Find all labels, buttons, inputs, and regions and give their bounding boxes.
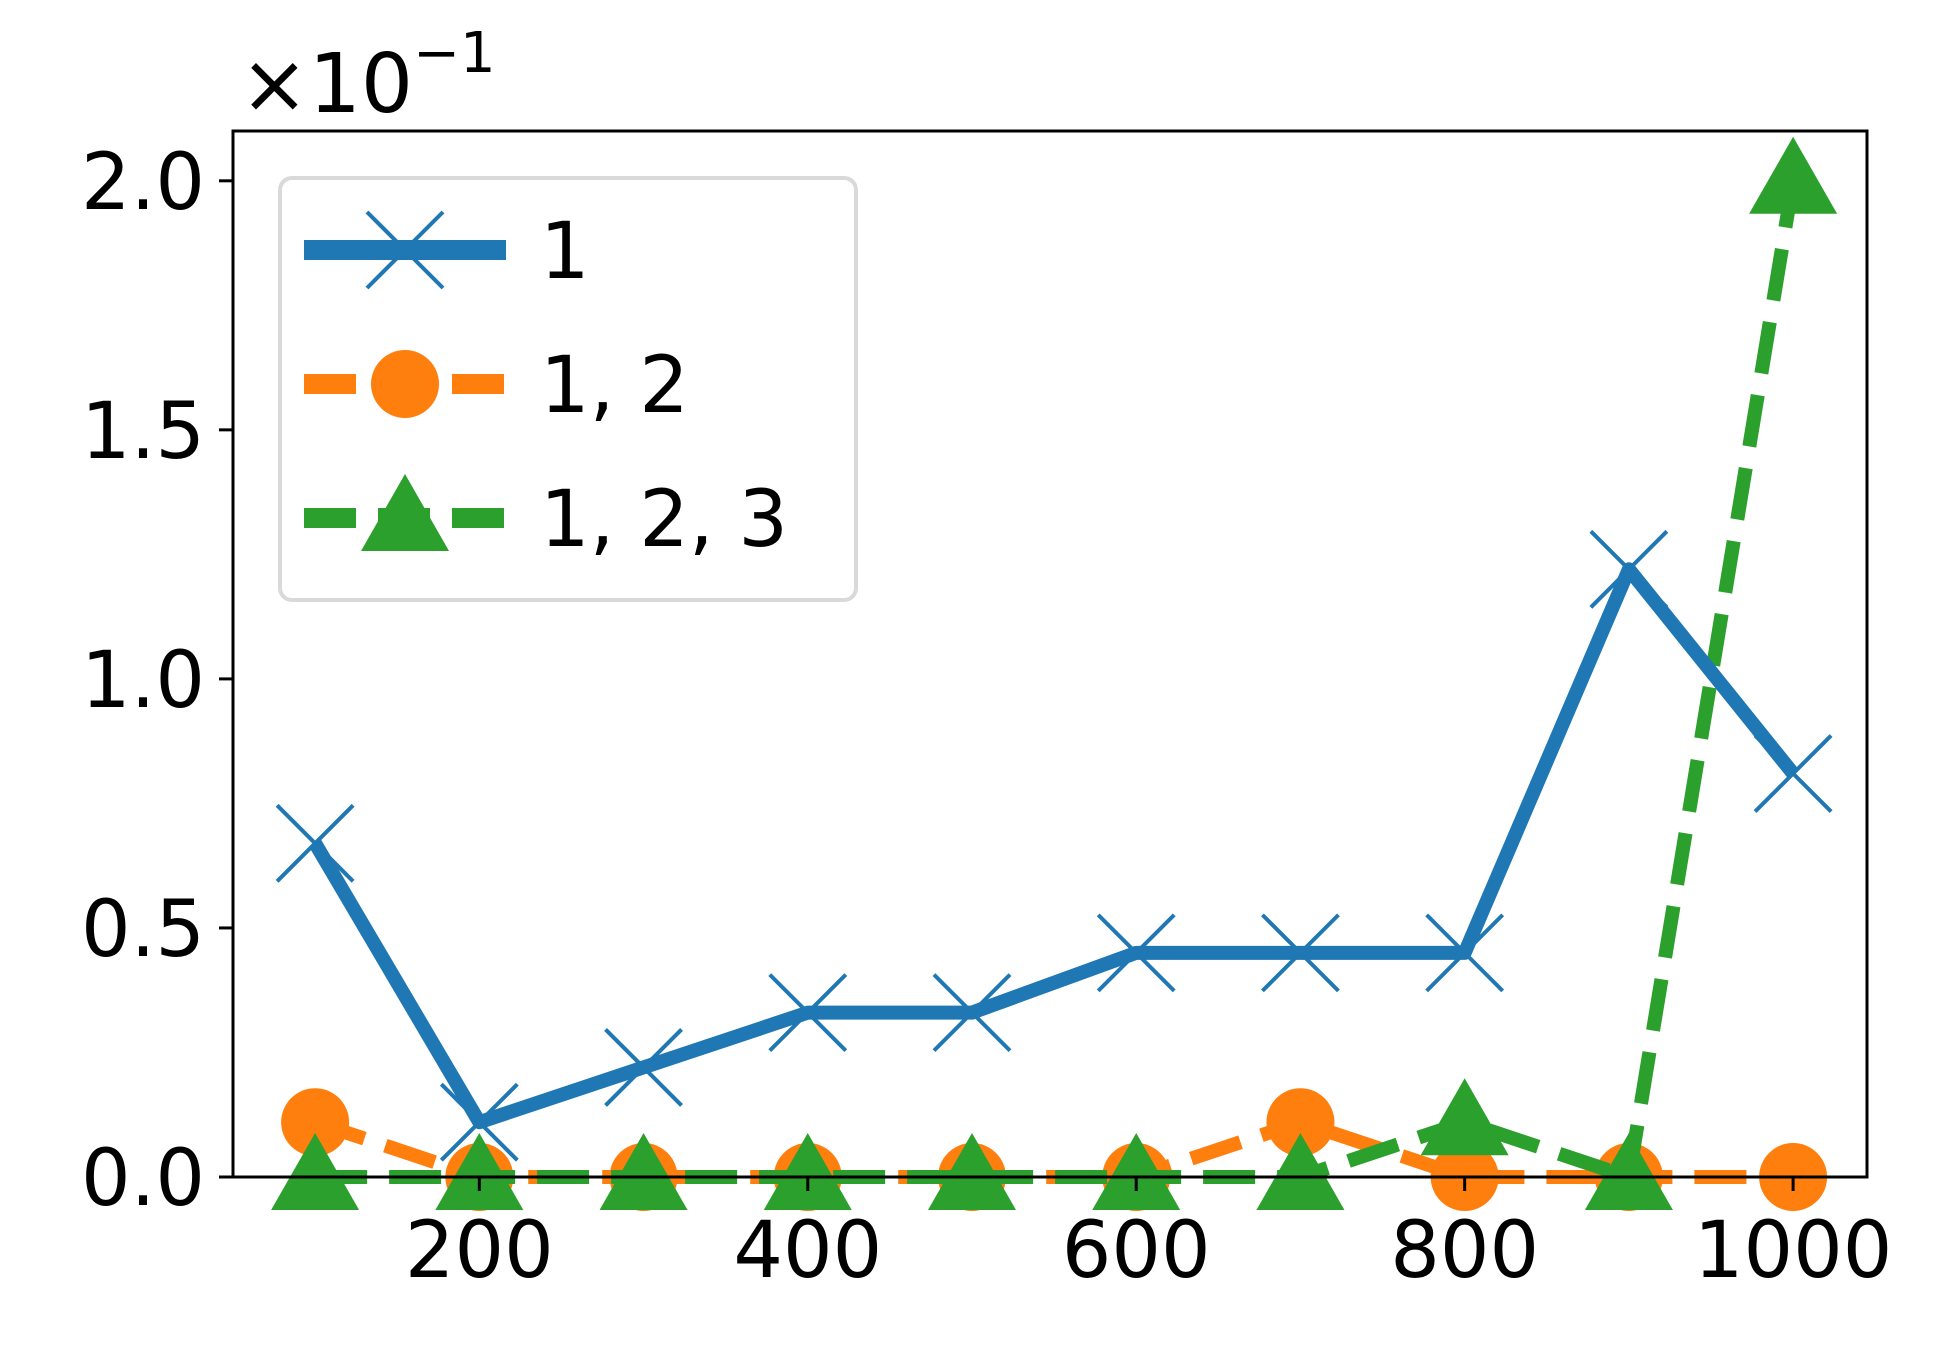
legend-entry: 1, 2 xyxy=(304,341,689,431)
data-point xyxy=(1749,136,1838,214)
marker-stroke xyxy=(275,803,355,883)
x-axis: 200 400 600 800 1000 xyxy=(405,1177,1892,1296)
x-tick-label: 400 xyxy=(733,1206,882,1296)
legend-label: 1 xyxy=(540,207,590,297)
series-line xyxy=(309,562,1799,1130)
marker-stroke xyxy=(932,973,1012,1053)
data-point xyxy=(604,1028,683,1107)
data-point xyxy=(1256,1133,1345,1210)
data-point xyxy=(599,1133,688,1210)
data-point xyxy=(927,1133,1016,1210)
data-point xyxy=(1589,529,1669,609)
marker-stroke xyxy=(1096,913,1176,993)
data-point xyxy=(1753,734,1833,813)
y-axis-offset-exponent: −1 xyxy=(413,21,496,86)
legend-marker xyxy=(365,210,445,290)
marker-stroke xyxy=(1425,913,1505,993)
data-point xyxy=(1266,1088,1335,1157)
data-point xyxy=(1584,1133,1673,1210)
x-tick-label: 800 xyxy=(1390,1206,1539,1296)
data-point xyxy=(275,803,355,883)
marker-stroke xyxy=(1753,734,1833,813)
y-tick-label: 1.5 xyxy=(81,387,205,477)
marker-stroke xyxy=(604,1028,683,1107)
data-point xyxy=(932,973,1012,1053)
legend-entry: 1, 2, 3 xyxy=(304,474,788,565)
data-point xyxy=(1420,1078,1509,1156)
plot-area-frame xyxy=(231,129,1869,1179)
y-axis-offset-base: ×10 xyxy=(240,37,413,132)
x-tick-label: 600 xyxy=(1062,1206,1211,1296)
data-point xyxy=(763,1133,852,1210)
y-tick-label: 0.0 xyxy=(81,1134,205,1224)
marker-stroke xyxy=(365,210,445,290)
series-line xyxy=(312,1115,1794,1184)
marker-stroke xyxy=(1589,529,1669,609)
x-tick-label: 200 xyxy=(405,1206,554,1296)
marker-stroke xyxy=(439,1082,519,1162)
y-axis-offset-label: ×10−1 xyxy=(240,21,496,132)
data-point xyxy=(1092,1133,1181,1210)
legend-entry: 1 xyxy=(304,207,590,297)
data-point xyxy=(271,1133,360,1210)
svg-text:×10−1: ×10−1 xyxy=(240,21,496,132)
legend-label: 1, 2, 3 xyxy=(540,475,788,565)
legend-box xyxy=(278,176,858,602)
y-axis: 0.0 0.5 1.0 1.5 2.0 xyxy=(81,138,233,1224)
legend-marker xyxy=(361,474,449,551)
data-point xyxy=(1261,913,1340,993)
data-point xyxy=(435,1133,524,1210)
marker-stroke xyxy=(768,973,848,1053)
y-tick-label: 0.5 xyxy=(81,885,205,975)
data-point xyxy=(768,973,848,1053)
series-1 xyxy=(275,529,1833,1162)
y-tick-label: 2.0 xyxy=(81,138,205,228)
marker-stroke xyxy=(1261,913,1340,993)
legend-marker xyxy=(371,350,439,418)
x-tick-label: 1000 xyxy=(1694,1206,1893,1296)
data-point xyxy=(1096,913,1176,993)
data-point xyxy=(1425,913,1505,993)
legend: 1 1, 2 1, 2, 3 xyxy=(278,176,858,602)
data-point xyxy=(281,1088,350,1157)
y-tick-label: 1.0 xyxy=(81,636,205,726)
data-point xyxy=(439,1082,519,1162)
legend-label: 1, 2 xyxy=(540,341,689,431)
